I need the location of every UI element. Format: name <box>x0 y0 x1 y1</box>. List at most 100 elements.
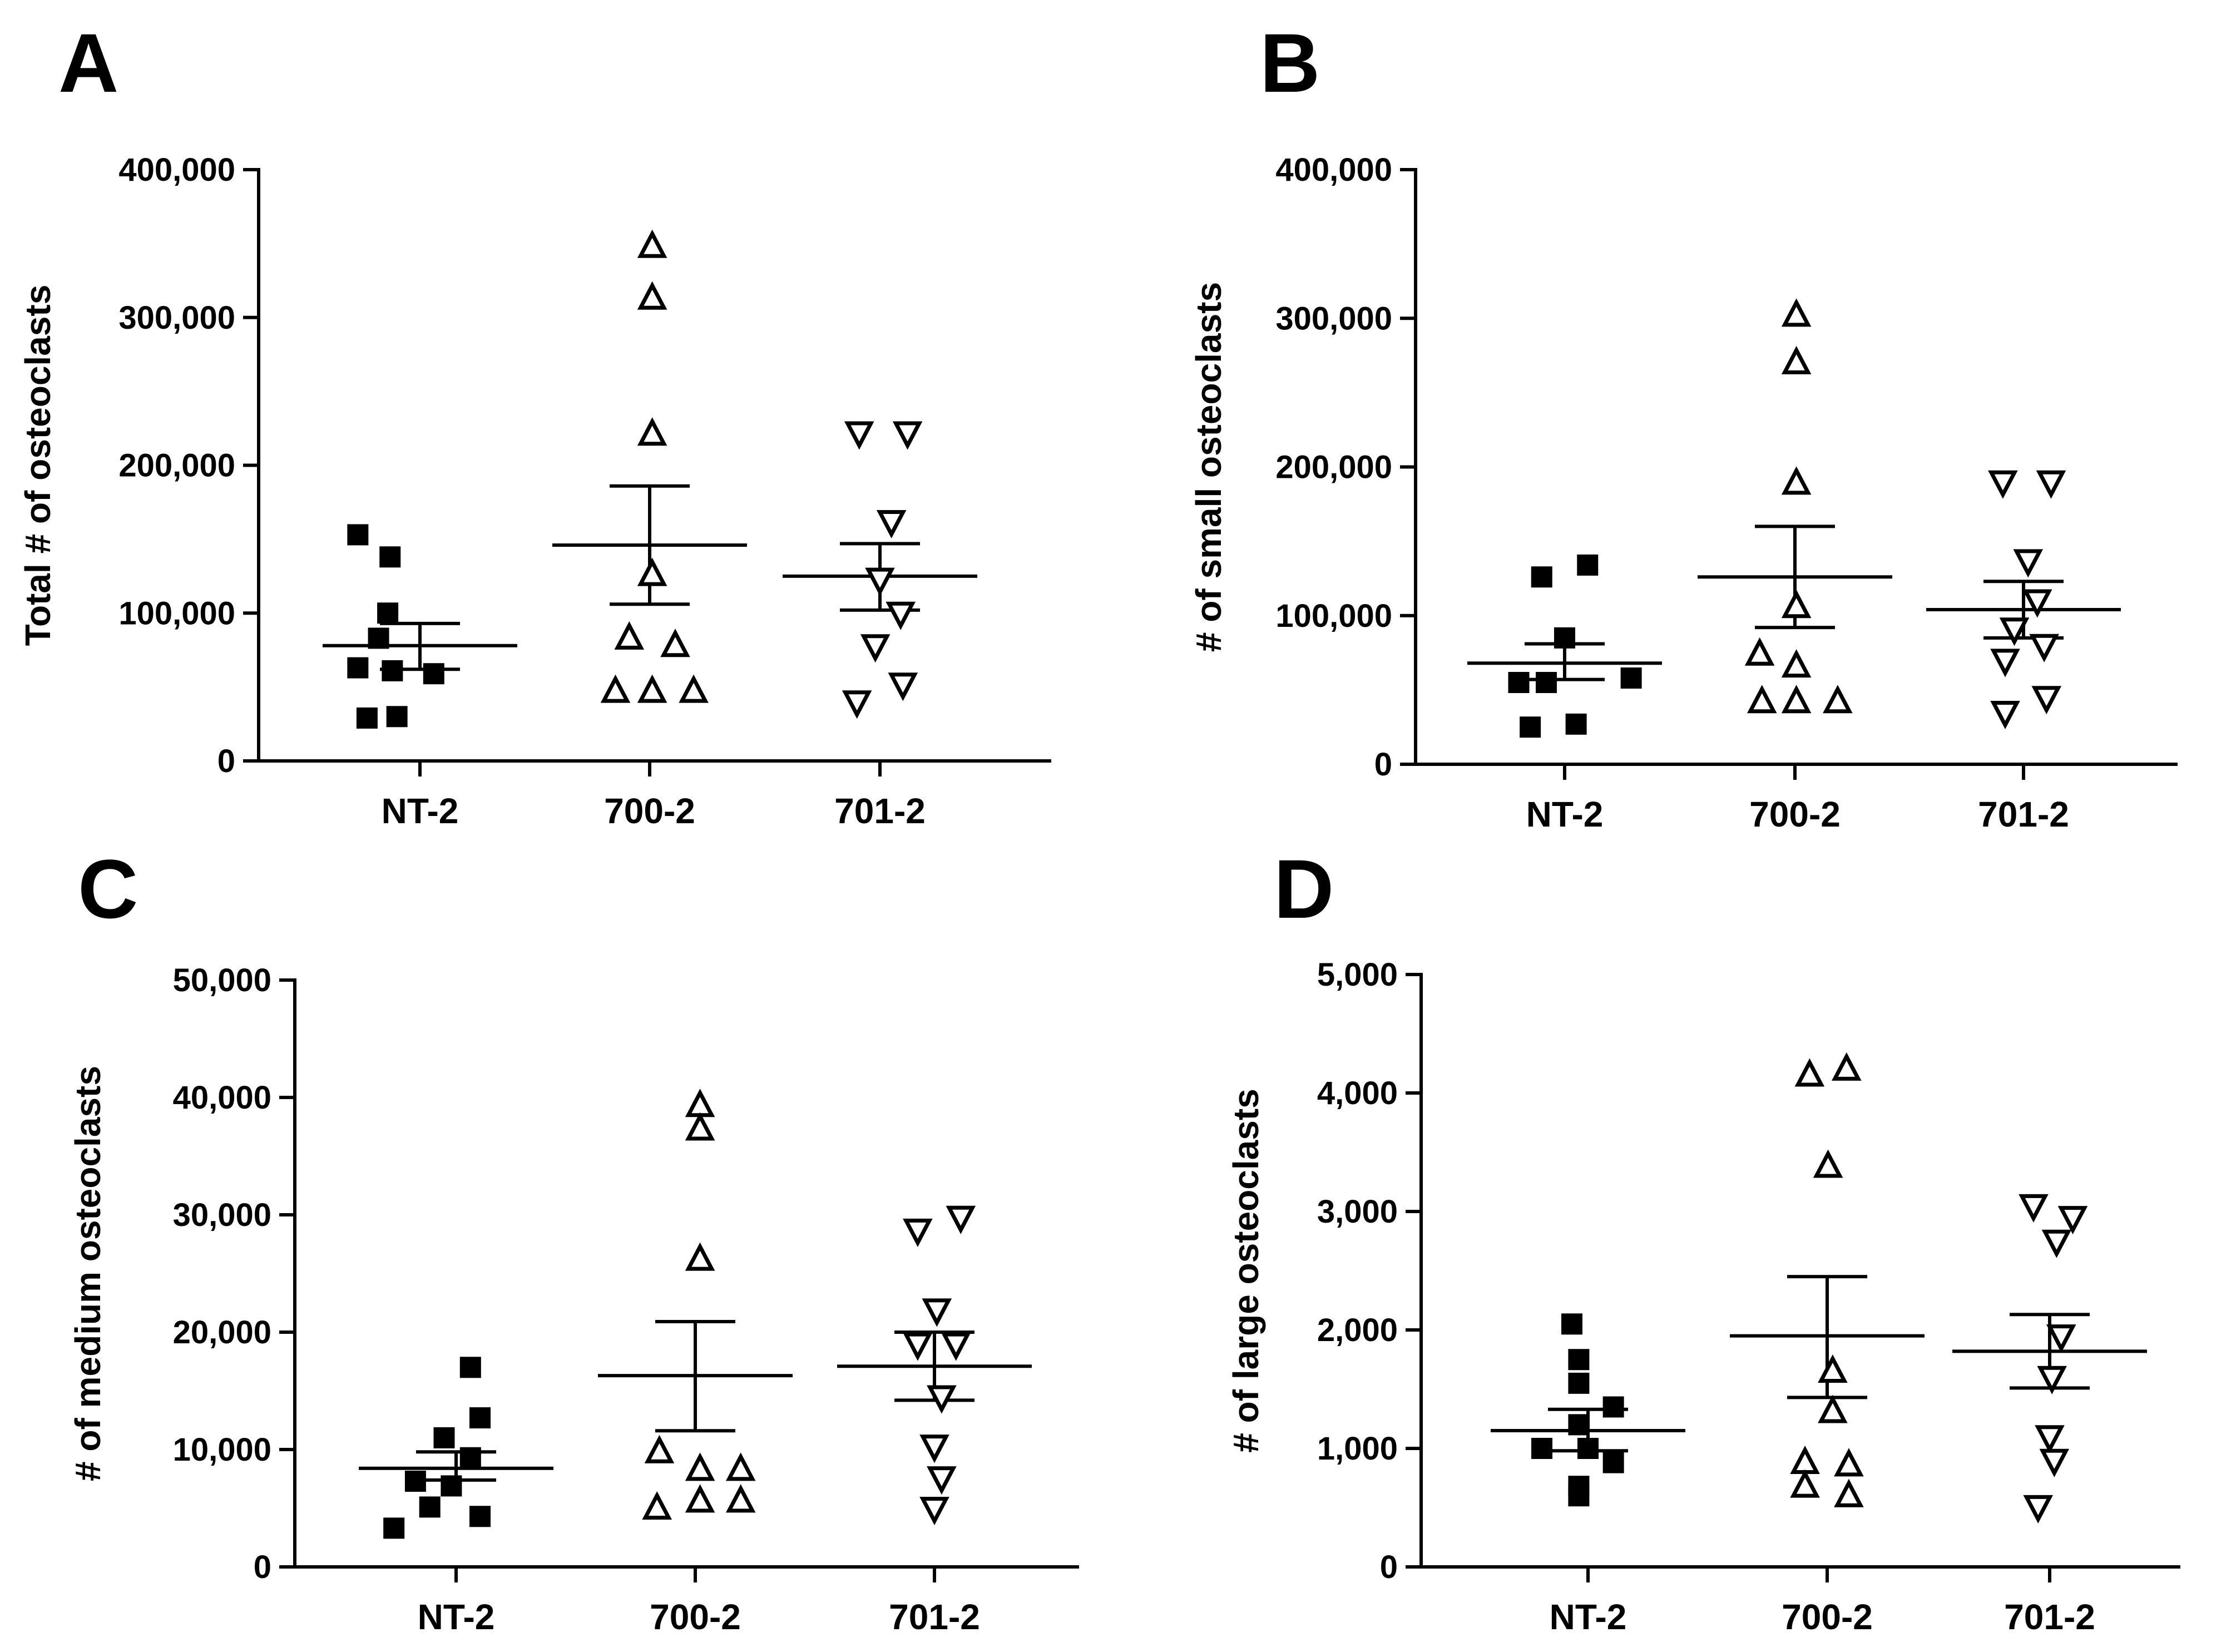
data-point <box>1790 1446 1820 1475</box>
series-701-2 <box>1952 1194 2147 1524</box>
data-point <box>1520 716 1541 738</box>
y-tick-label: 400,000 <box>1275 152 1392 188</box>
y-tick-label: 30,000 <box>173 1197 271 1233</box>
data-point <box>2023 1495 2054 1524</box>
panel-c: C 0 10,000 20,000 30,000 40,000 50,000 NT-2 700-… <box>68 842 1079 1637</box>
series-701-2 <box>837 1205 1032 1526</box>
y-tick-label: 0 <box>254 1549 271 1585</box>
data-point <box>614 621 645 650</box>
data-point <box>637 674 667 703</box>
y-tick-label: 0 <box>1380 1549 1398 1585</box>
data-point <box>1999 617 2030 646</box>
data-point <box>1620 667 1642 689</box>
y-axis-title: Total # of osteoclasts <box>18 285 58 646</box>
data-point <box>2019 1194 2049 1223</box>
y-tick-label: 200,000 <box>1275 449 1392 486</box>
y-tick-label: 20,000 <box>173 1314 271 1351</box>
data-point <box>386 706 408 728</box>
data-point <box>842 690 872 719</box>
x-tick-label: NT-2 <box>382 791 459 831</box>
data-point <box>1536 672 1557 694</box>
data-point <box>2046 1324 2076 1353</box>
x-tick-label: 701-2 <box>2004 1597 2095 1637</box>
data-point <box>1794 1058 1825 1087</box>
data-point <box>419 1496 441 1518</box>
data-point <box>2057 1206 2088 1235</box>
data-point <box>1747 685 1777 714</box>
data-point <box>927 1385 957 1414</box>
data-point <box>469 1506 491 1527</box>
y-tick-label: 100,000 <box>118 595 235 631</box>
data-point <box>1834 1448 1864 1477</box>
data-point <box>347 657 369 679</box>
y-tick-label: 0 <box>1374 746 1392 783</box>
y-tick-label: 300,000 <box>118 300 235 336</box>
data-point <box>1813 1149 1843 1178</box>
x-tick-label: NT-2 <box>418 1597 495 1637</box>
data-point <box>685 1112 715 1141</box>
x-tick-label: 701-2 <box>889 1597 980 1637</box>
panel-d: D 0 1,000 2,000 3,000 4,000 5,000 NT-2 700-2 701-… <box>1226 842 2180 1637</box>
data-point <box>927 1466 957 1495</box>
data-point <box>347 524 369 546</box>
y-tick-label: 400,000 <box>118 152 235 188</box>
panel-letter: A <box>58 16 118 110</box>
data-point <box>459 1357 481 1378</box>
y-tick-label: 0 <box>217 743 235 779</box>
data-point <box>1577 1438 1599 1459</box>
y-tick-label: 10,000 <box>173 1432 271 1468</box>
data-point <box>441 1475 462 1497</box>
data-point <box>382 660 403 681</box>
data-point <box>433 1427 455 1448</box>
data-point <box>886 601 916 630</box>
data-point <box>660 629 690 657</box>
x-tick-label: NT-2 <box>1526 794 1604 834</box>
data-point <box>679 674 709 703</box>
data-point <box>1781 685 1812 714</box>
data-point <box>865 567 895 596</box>
panel-letter: C <box>78 842 138 936</box>
data-point <box>1790 1469 1820 1498</box>
series-701-2 <box>1926 470 2121 729</box>
data-point <box>2022 589 2052 618</box>
series-700-2 <box>1730 1052 1925 1507</box>
data-point <box>637 557 667 586</box>
data-point <box>725 1484 756 1513</box>
y-tick-label: 40,000 <box>173 1080 271 1116</box>
data-point <box>725 1452 756 1481</box>
series-701-2 <box>783 421 977 719</box>
x-tick-label: 700-2 <box>1782 1597 1873 1637</box>
data-point <box>377 602 399 624</box>
data-point <box>1781 345 1812 374</box>
data-point <box>2035 1425 2065 1454</box>
data-point <box>685 1484 715 1513</box>
data-point <box>685 1452 715 1481</box>
data-point <box>356 707 378 729</box>
data-point <box>642 1491 672 1520</box>
data-point <box>2037 1366 2067 1394</box>
data-point <box>1554 627 1575 649</box>
panel-b: B 0 100,000 200,000 300,000 400,000 NT-2 700-2 7… <box>1189 16 2178 834</box>
panel-a: A 0 100,000 200,000 300,000 400,000 NT-2 700-2 7… <box>18 16 1051 831</box>
data-point <box>919 1435 949 1463</box>
y-tick-label: 1,000 <box>1317 1431 1398 1467</box>
data-point <box>892 421 923 450</box>
data-point <box>876 510 907 539</box>
data-point <box>469 1407 491 1429</box>
series-700-2 <box>598 1089 793 1520</box>
data-point <box>637 417 667 446</box>
data-point <box>1834 1478 1864 1507</box>
data-point <box>888 672 918 701</box>
x-tick-label: NT-2 <box>1550 1597 1627 1637</box>
x-tick-label: 700-2 <box>650 1597 741 1637</box>
series-700-2 <box>1698 298 1892 714</box>
data-point <box>1781 649 1812 678</box>
data-point <box>459 1447 481 1468</box>
y-tick-label: 50,000 <box>173 962 271 998</box>
data-point <box>1823 685 1853 714</box>
y-tick-label: 3,000 <box>1317 1194 1398 1230</box>
y-axis-title: # of large osteoclasts <box>1226 1089 1266 1452</box>
data-point <box>368 627 389 649</box>
data-point <box>1577 554 1599 576</box>
data-point <box>1988 470 2018 499</box>
